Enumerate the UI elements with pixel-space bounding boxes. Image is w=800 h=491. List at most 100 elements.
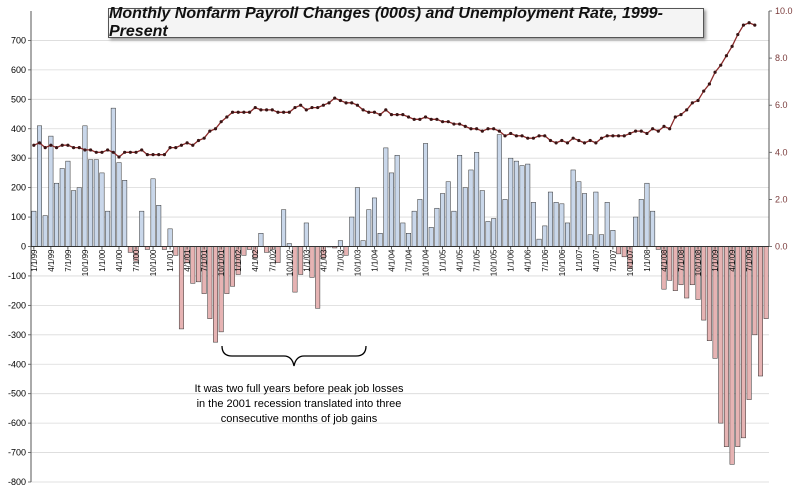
unemployment-point bbox=[435, 117, 439, 121]
x-tick-label: 10/1/08 bbox=[694, 249, 703, 276]
unemployment-line-path bbox=[33, 22, 756, 158]
payroll-bar bbox=[462, 187, 468, 247]
payroll-bar bbox=[718, 246, 724, 424]
payroll-bar bbox=[763, 246, 769, 319]
x-tick-label: 7/1/05 bbox=[473, 249, 482, 272]
payroll-bar bbox=[610, 230, 616, 247]
right-tick-label: 8.0 bbox=[775, 53, 788, 63]
x-tick-label: 7/1/00 bbox=[132, 249, 141, 272]
unemployment-point bbox=[355, 103, 360, 107]
payroll-bar bbox=[71, 190, 77, 247]
x-tick-label: 4/1/06 bbox=[524, 249, 533, 272]
unemployment-point bbox=[753, 23, 757, 27]
payroll-bar bbox=[65, 160, 71, 247]
payroll-bar bbox=[434, 207, 440, 247]
unemployment-point bbox=[554, 141, 558, 145]
x-tick-label: 7/1/02 bbox=[268, 249, 277, 272]
unemployment-point bbox=[162, 153, 167, 157]
payroll-bar bbox=[59, 168, 65, 247]
payroll-bar bbox=[451, 210, 457, 247]
unemployment-point bbox=[66, 143, 70, 147]
x-tick-label: 7/1/03 bbox=[336, 249, 345, 272]
unemployment-rate-line bbox=[32, 21, 757, 159]
payroll-bar bbox=[406, 233, 411, 247]
unemployment-point bbox=[395, 113, 399, 117]
unemployment-point bbox=[344, 101, 348, 105]
left-tick-label: -300 bbox=[8, 330, 26, 340]
payroll-bar bbox=[31, 210, 37, 247]
left-tick-label: 100 bbox=[11, 212, 26, 222]
unemployment-point bbox=[679, 113, 683, 117]
payroll-bar bbox=[411, 210, 417, 247]
unemployment-point bbox=[338, 98, 342, 103]
payroll-bar bbox=[122, 180, 128, 247]
unemployment-point bbox=[316, 105, 320, 110]
payroll-bar bbox=[502, 199, 508, 247]
payroll-bar bbox=[258, 233, 264, 247]
payroll-bar bbox=[604, 202, 610, 247]
unemployment-point bbox=[588, 138, 592, 143]
x-tick-label: 10/1/07 bbox=[626, 249, 635, 276]
unemployment-point bbox=[423, 115, 428, 119]
payroll-bar bbox=[116, 162, 122, 247]
x-tick-label: 1/1/04 bbox=[370, 249, 379, 272]
unemployment-point bbox=[702, 89, 706, 93]
unemployment-point bbox=[730, 44, 734, 48]
x-tick-label: 1/1/99 bbox=[30, 249, 39, 272]
annotation-brace bbox=[221, 345, 367, 367]
payroll-bar bbox=[366, 209, 372, 247]
unemployment-point bbox=[633, 129, 638, 133]
payroll-bar bbox=[54, 182, 60, 247]
unemployment-point bbox=[299, 103, 303, 107]
payroll-bars bbox=[31, 107, 769, 465]
payroll-bar bbox=[349, 216, 355, 247]
unemployment-point bbox=[526, 136, 530, 140]
payroll-bar bbox=[42, 215, 48, 247]
unemployment-point bbox=[469, 127, 473, 131]
payroll-bar bbox=[428, 227, 434, 247]
unemployment-point bbox=[321, 103, 325, 107]
unemployment-point bbox=[480, 129, 484, 133]
unemployment-point bbox=[639, 129, 643, 133]
payroll-bar bbox=[82, 125, 88, 247]
unemployment-point bbox=[145, 153, 149, 157]
right-tick-label: 10.0 bbox=[775, 6, 793, 16]
unemployment-point bbox=[333, 96, 337, 100]
unemployment-point bbox=[219, 120, 223, 124]
x-tick-label: 1/1/08 bbox=[643, 249, 652, 272]
x-tick-label: 1/1/07 bbox=[575, 249, 584, 272]
unemployment-point bbox=[247, 110, 252, 114]
unemployment-point bbox=[548, 138, 553, 143]
unemployment-point bbox=[196, 138, 201, 143]
right-tick-label: 2.0 bbox=[775, 194, 788, 204]
payroll-bar bbox=[394, 154, 400, 247]
unemployment-point bbox=[685, 108, 689, 112]
unemployment-point bbox=[662, 124, 666, 128]
unemployment-point bbox=[174, 145, 178, 150]
x-tick-label: 4/1/00 bbox=[115, 249, 124, 272]
unemployment-point bbox=[741, 23, 746, 27]
payroll-bar bbox=[729, 246, 735, 465]
unemployment-point bbox=[622, 134, 626, 138]
unemployment-point bbox=[117, 155, 121, 159]
unemployment-point bbox=[605, 134, 609, 138]
right-tick-label: 0.0 bbox=[775, 242, 788, 252]
unemployment-point bbox=[452, 122, 456, 126]
payroll-bar bbox=[491, 218, 497, 247]
x-tick-label: 10/1/99 bbox=[81, 249, 90, 276]
payroll-bar bbox=[740, 246, 746, 439]
payroll-bar bbox=[445, 181, 451, 247]
left-tick-label: 300 bbox=[11, 153, 26, 163]
unemployment-point bbox=[123, 150, 127, 154]
unemployment-point bbox=[350, 101, 354, 105]
unemployment-point bbox=[531, 136, 536, 140]
unemployment-point bbox=[571, 136, 575, 140]
payroll-bar bbox=[281, 209, 287, 247]
left-tick-label: -400 bbox=[8, 359, 26, 369]
unemployment-point bbox=[628, 131, 632, 136]
unemployment-point bbox=[225, 115, 229, 119]
payroll-bar bbox=[530, 202, 536, 247]
payroll-bar bbox=[423, 143, 429, 247]
unemployment-point bbox=[736, 32, 740, 37]
